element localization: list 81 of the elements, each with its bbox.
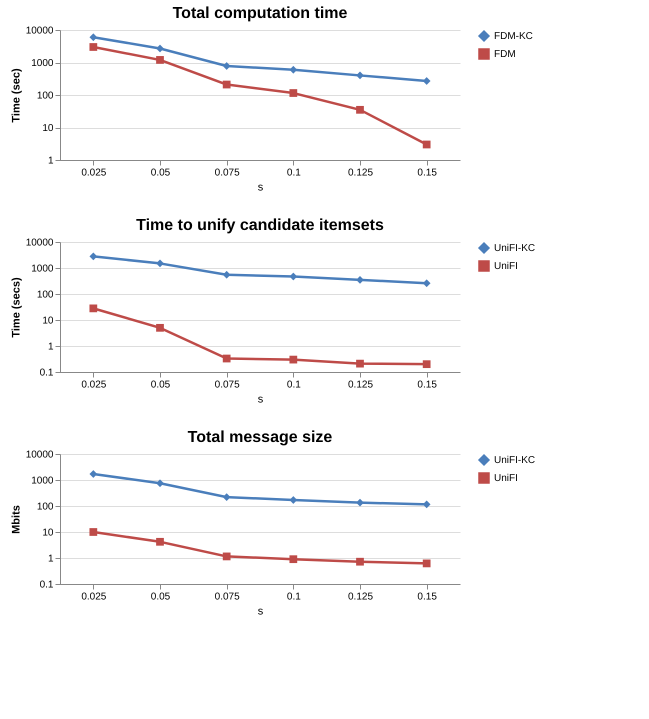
point xyxy=(289,89,298,97)
y-tick-label: 0.1 xyxy=(40,580,54,590)
point xyxy=(222,270,231,279)
y-tick-label: 1 xyxy=(48,554,54,564)
point xyxy=(89,43,98,51)
y-tick-label: 10 xyxy=(42,123,54,134)
point xyxy=(89,528,98,536)
point xyxy=(89,252,98,260)
y-axis-title: Time (secs) xyxy=(10,277,23,338)
y-tick-label: 100 xyxy=(36,90,54,102)
x-tick-label: 0.075 xyxy=(214,592,240,602)
point xyxy=(156,538,164,546)
point xyxy=(89,33,98,42)
x-tick-label: 0.125 xyxy=(348,380,374,390)
x-tick-label: 0.025 xyxy=(81,380,107,390)
y-tick-label: 10000 xyxy=(26,26,54,36)
x-axis-title: s xyxy=(258,182,264,194)
y-tick-label: 1 xyxy=(48,156,54,166)
y-axis-title: Time (sec) xyxy=(10,68,23,123)
legend-label: FDM xyxy=(494,49,516,60)
x-tick-label: 0.125 xyxy=(348,592,374,602)
point xyxy=(356,106,364,114)
point xyxy=(356,360,364,368)
point xyxy=(356,558,364,566)
point xyxy=(156,56,164,64)
point xyxy=(156,479,164,488)
point xyxy=(289,66,298,74)
point xyxy=(422,140,431,148)
chart-title: Total message size xyxy=(188,429,332,446)
x-tick-label: 0.075 xyxy=(214,380,240,390)
x-tick-label: 0.05 xyxy=(150,168,171,178)
x-tick-label: 0.05 xyxy=(150,380,171,390)
x-tick-label: 0.075 xyxy=(214,168,240,178)
legend-label: UniFI xyxy=(494,261,518,272)
x-axis-title: s xyxy=(258,394,264,406)
legend-label: UniFI-KC xyxy=(494,455,536,466)
y-tick-label: 1000 xyxy=(31,58,54,69)
point xyxy=(356,498,364,506)
point xyxy=(222,80,231,88)
y-tick-label: 10 xyxy=(42,316,54,326)
point xyxy=(222,354,231,362)
x-tick-label: 0.05 xyxy=(150,592,171,602)
point xyxy=(89,470,98,478)
point xyxy=(156,260,164,268)
x-axis-title: s xyxy=(258,606,264,618)
y-tick-label: 10000 xyxy=(26,238,54,248)
point xyxy=(422,360,431,368)
point xyxy=(289,555,298,564)
y-tick-label: 0.1 xyxy=(40,368,54,378)
x-tick-label: 0.125 xyxy=(348,168,374,178)
y-tick-label: 100 xyxy=(36,502,54,512)
point xyxy=(356,72,364,80)
legend-label: FDM-KC xyxy=(494,31,533,42)
point xyxy=(356,276,364,284)
y-tick-label: 1000 xyxy=(31,476,54,486)
point xyxy=(156,44,164,52)
y-tick-label: 100 xyxy=(36,290,54,300)
x-tick-label: 0.15 xyxy=(417,592,438,602)
point xyxy=(422,77,431,85)
y-tick-label: 1 xyxy=(48,342,54,352)
x-tick-label: 0.15 xyxy=(417,168,438,178)
y-tick-label: 1000 xyxy=(31,264,54,274)
x-tick-label: 0.1 xyxy=(286,380,302,390)
point xyxy=(422,279,431,288)
y-tick-label: 10000 xyxy=(26,450,54,460)
x-tick-label: 0.025 xyxy=(81,592,107,602)
chart-title: Total computation time xyxy=(172,5,348,22)
x-tick-label: 0.15 xyxy=(417,380,438,390)
x-tick-label: 0.1 xyxy=(286,168,302,178)
legend-label: UniFI-KC xyxy=(494,243,536,254)
point xyxy=(289,356,298,364)
point xyxy=(422,560,431,568)
x-tick-label: 0.1 xyxy=(286,592,302,602)
point xyxy=(156,324,164,332)
point xyxy=(222,552,231,560)
legend-label: UniFI xyxy=(494,473,518,484)
x-tick-label: 0.025 xyxy=(81,168,107,178)
y-tick-label: 10 xyxy=(42,528,54,538)
chart-title: Time to unify candidate itemsets xyxy=(136,217,384,234)
y-axis-title: Mbits xyxy=(10,505,23,534)
point xyxy=(89,304,98,312)
